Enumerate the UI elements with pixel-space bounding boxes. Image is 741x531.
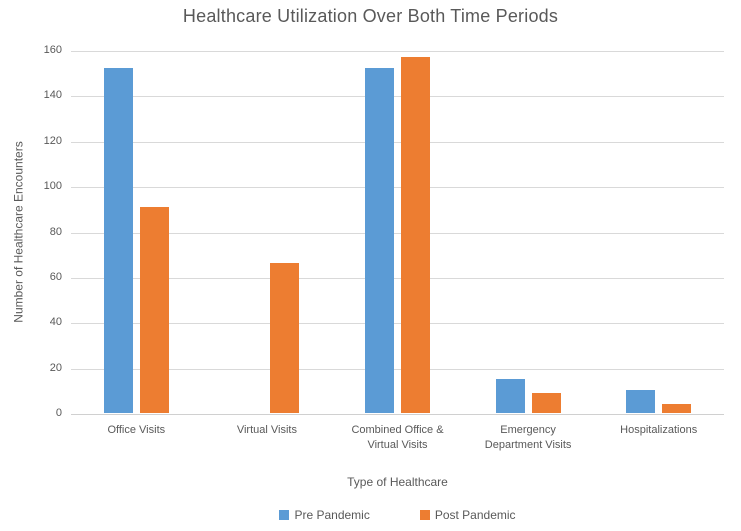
- bar-post-pandemic-combined-office-virtual-visits: [401, 56, 430, 413]
- legend-item-post-pandemic: Post Pandemic: [419, 508, 516, 522]
- plot-area: [71, 51, 724, 415]
- category-label-hospitalizations: Hospitalizations: [620, 424, 698, 436]
- legend-label: Pre Pandemic: [294, 508, 370, 522]
- x-axis-title: Type of Healthcare: [347, 475, 448, 489]
- legend: Pre Pandemic Post Pandemic: [71, 508, 724, 522]
- bar-pre-pandemic-hospitalizations: [626, 390, 656, 413]
- category-label-emergency-department-visits: Emergency Department Visits: [484, 424, 572, 451]
- bar-post-pandemic-virtual-visits: [270, 263, 300, 413]
- bar-post-pandemic-emergency-department-visits: [531, 392, 561, 413]
- bar-pre-pandemic-emergency-department-visits: [495, 378, 525, 413]
- bar-post-pandemic-hospitalizations: [662, 403, 692, 413]
- y-tick-label: 0: [55, 407, 62, 419]
- legend-item-pre-pandemic: Pre Pandemic: [279, 508, 370, 522]
- y-tick-label: 140: [43, 89, 62, 102]
- category-label-office-visits: Office Visits: [107, 424, 166, 436]
- y-tick-label: 40: [49, 316, 62, 329]
- gridline: [71, 187, 724, 189]
- legend-label: Post Pandemic: [434, 508, 516, 522]
- legend-swatch-pre-pandemic: [279, 510, 290, 520]
- category-label-virtual-visits: Virtual Visits: [236, 424, 297, 436]
- bar-pre-pandemic-office-visits: [103, 68, 133, 413]
- gridline: [71, 141, 724, 143]
- category-label-combined-office-virtual-visits: Combined Office & Virtual Visits: [351, 424, 444, 451]
- bar-pre-pandemic-combined-office-virtual-visits: [365, 68, 394, 413]
- y-tick-label: 60: [49, 270, 62, 283]
- bar-post-pandemic-office-visits: [139, 206, 169, 413]
- y-tick-label: 120: [43, 134, 62, 147]
- gridline: [71, 232, 724, 234]
- x-axis-line: [71, 414, 724, 415]
- y-tick-label: 20: [49, 361, 62, 374]
- gridline: [71, 51, 724, 52]
- chart-title: Healthcare Utilization Over Both Time Pe…: [182, 6, 559, 26]
- gridline: [71, 277, 724, 279]
- gridline: [71, 368, 724, 370]
- gridline: [71, 323, 724, 325]
- y-tick-label: 100: [43, 180, 62, 193]
- gridline: [71, 96, 724, 98]
- y-tick-label: 80: [49, 225, 62, 238]
- y-tick-label: 160: [43, 44, 62, 56]
- legend-swatch-post-pandemic: [419, 510, 430, 520]
